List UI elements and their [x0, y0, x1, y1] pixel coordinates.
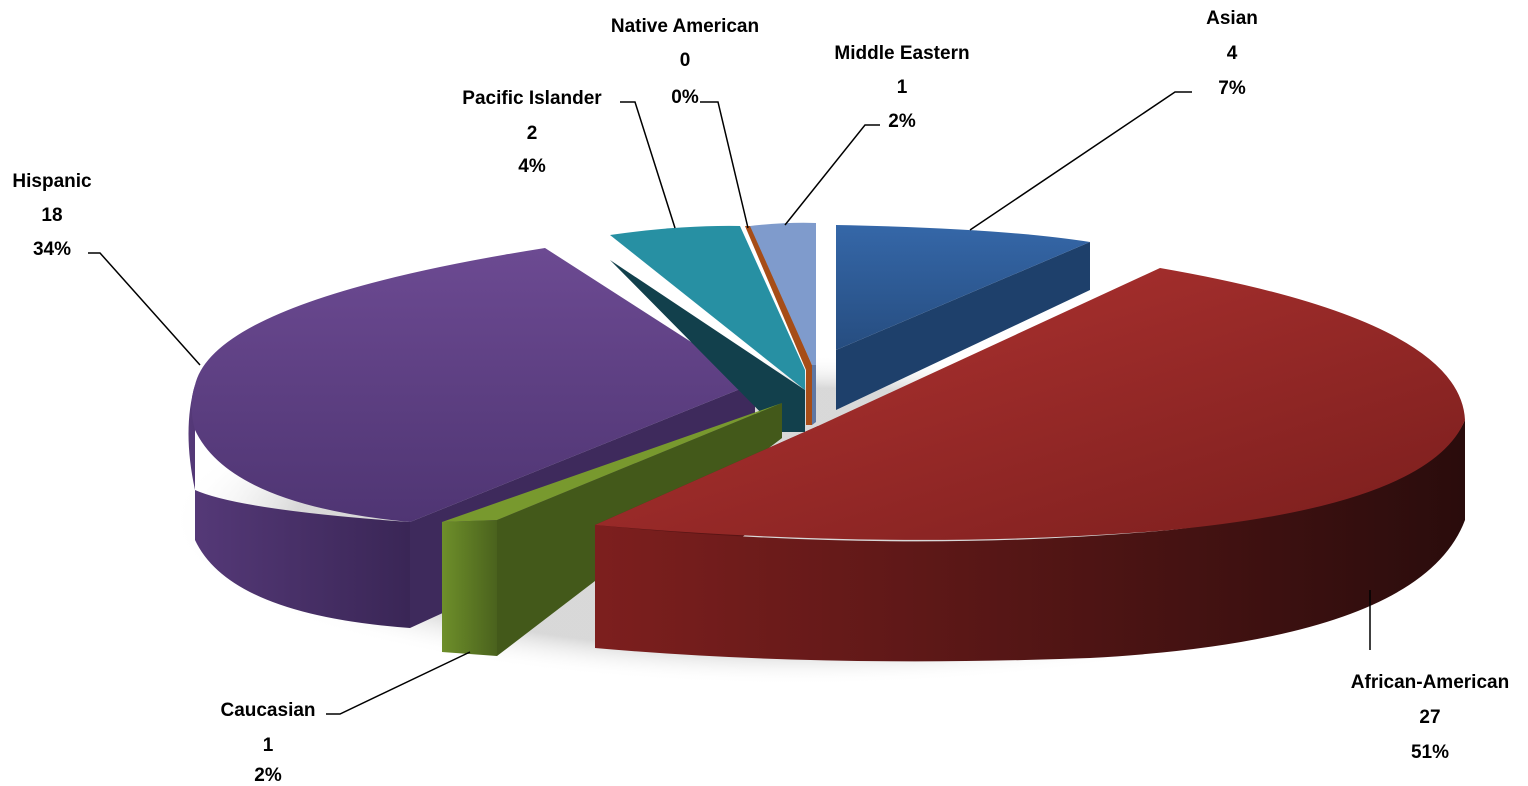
- label-pacific-islander: Pacific Islander 2 4%: [462, 88, 602, 177]
- caucasian-side: [442, 520, 497, 656]
- label-middle-eastern-value: 1: [897, 77, 908, 98]
- label-asian-percent: 7%: [1218, 78, 1246, 99]
- label-asian-name: Asian: [1206, 8, 1258, 29]
- label-hispanic: Hispanic 18 34%: [12, 171, 92, 260]
- pacific-side: [610, 235, 805, 432]
- label-middle-eastern-percent: 2%: [888, 111, 916, 132]
- leader-caucasian: [326, 651, 471, 715]
- label-pacific-percent: 4%: [518, 156, 546, 177]
- label-african-american-percent: 51%: [1411, 742, 1449, 763]
- asian-side: [836, 242, 1090, 410]
- label-pacific-name: Pacific Islander: [462, 88, 602, 109]
- label-middle-eastern: Middle Eastern 1 2%: [834, 43, 969, 132]
- asian-top: [836, 225, 1090, 350]
- label-caucasian-value: 1: [263, 735, 274, 756]
- slice-middle-eastern: [750, 222, 816, 425]
- label-caucasian-name: Caucasian: [220, 700, 315, 721]
- label-native-american-percent: 0%: [671, 87, 699, 108]
- leader-native-american: [700, 101, 749, 229]
- leader-hispanic: [88, 252, 201, 366]
- label-native-american-value: 0: [680, 50, 691, 71]
- label-hispanic-name: Hispanic: [12, 171, 92, 192]
- label-hispanic-value: 18: [41, 205, 62, 226]
- label-asian: Asian 4 7%: [1206, 8, 1258, 99]
- slice-pacific-islander: [610, 225, 805, 432]
- label-middle-eastern-name: Middle Eastern: [834, 43, 969, 64]
- label-pacific-value: 2: [527, 123, 538, 144]
- label-asian-value: 4: [1227, 43, 1238, 64]
- slice-asian: [836, 225, 1090, 410]
- african-american-side: [595, 420, 1465, 662]
- label-african-american-name: African-American: [1351, 672, 1509, 693]
- label-caucasian-percent: 2%: [254, 765, 282, 786]
- label-african-american: African-American 27 51%: [1351, 672, 1509, 763]
- leader-middle-eastern: [784, 124, 880, 226]
- leader-asian: [969, 91, 1192, 231]
- label-african-american-value: 27: [1419, 707, 1440, 728]
- leader-lines: [88, 91, 1371, 715]
- african-american-top: [595, 268, 1465, 540]
- pacific-top: [610, 225, 805, 390]
- leader-pacific: [620, 101, 676, 229]
- hispanic-top: [191, 248, 755, 522]
- label-native-american-name: Native American: [611, 16, 759, 37]
- label-caucasian: Caucasian 1 2%: [220, 700, 315, 786]
- middle-eastern-side: [812, 365, 816, 425]
- hispanic-side: [188, 385, 410, 628]
- label-native-american: Native American 0 0%: [611, 16, 759, 108]
- middle-eastern-top: [750, 222, 816, 365]
- caucasian-top: [442, 403, 782, 522]
- label-hispanic-percent: 34%: [33, 239, 71, 260]
- slice-african-american: [595, 268, 1465, 662]
